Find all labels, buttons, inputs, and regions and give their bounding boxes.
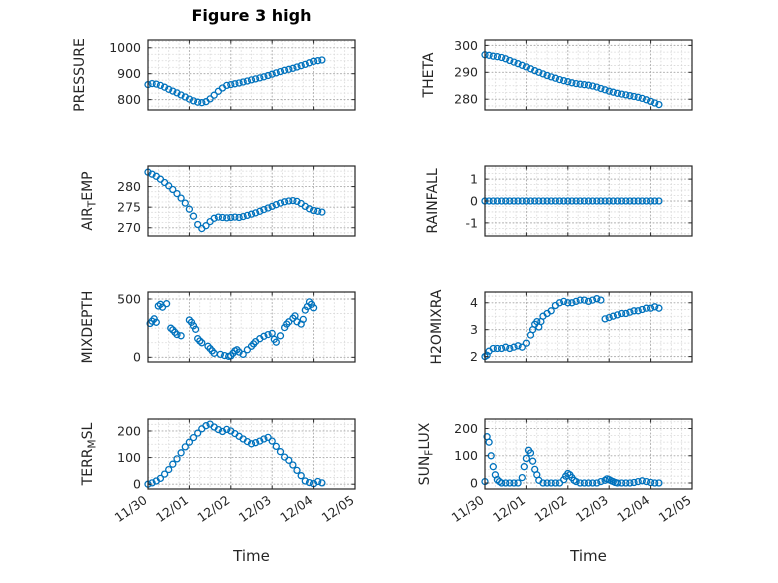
y-tick-label: 4	[470, 295, 478, 310]
y-tick-label: 100	[117, 450, 141, 465]
subplot-rainfall: -1 0 1 RAINFALL	[425, 165, 693, 237]
x-tick-label: 12/02	[194, 492, 232, 525]
y-tick-label: 280	[454, 92, 478, 107]
data-markers	[144, 168, 326, 233]
subplot-sun_flux: 0 100 200 11/30 12/01 12/02 12/03 12/04 12/05 Tim…	[417, 418, 694, 565]
y-tick-label: 275	[117, 200, 141, 215]
subplot-terr_msl: 0 100 200 11/30 12/01 12/02 12/03 12/04 12/05 Tim…	[80, 418, 357, 565]
y-tick-label: 3	[470, 322, 478, 337]
x-axis-label: Time	[232, 547, 270, 565]
axes-box	[147, 39, 356, 111]
tick-marks	[484, 40, 693, 110]
x-axis-label: Time	[569, 547, 607, 565]
minor-grid	[484, 418, 693, 490]
y-tick-label: 2	[470, 349, 478, 364]
y-tick-label: 100	[454, 448, 478, 463]
y-tick-label: 500	[117, 291, 141, 306]
tick-marks	[147, 292, 356, 362]
x-tick-label: 12/04	[614, 492, 652, 525]
y-tick-label: 0	[470, 193, 478, 208]
x-tick-label: 11/30	[449, 492, 487, 525]
axes-box	[147, 291, 356, 363]
axes-box	[147, 418, 356, 490]
y-axis-label: MIXDEPTH	[80, 291, 96, 364]
data-markers	[481, 295, 663, 361]
data-markers	[481, 197, 663, 205]
axes-box	[484, 418, 693, 490]
x-tick-label: 12/03	[573, 492, 611, 525]
data-markers	[144, 56, 326, 107]
data-markers	[481, 433, 663, 487]
tick-marks	[147, 419, 356, 489]
axes-box	[147, 165, 356, 237]
tick-marks	[484, 292, 693, 362]
y-tick-label: -1	[466, 215, 478, 230]
y-tick-label: 200	[454, 421, 478, 436]
tick-marks	[147, 166, 356, 236]
y-axis-label: AIRTEMP	[80, 171, 99, 230]
y-axis-label: H2OMIXRA	[429, 289, 445, 364]
x-tick-label: 12/01	[490, 492, 528, 525]
y-tick-label: 280	[117, 179, 141, 194]
x-tick-label: 11/30	[112, 492, 150, 525]
y-tick-label: 0	[470, 475, 478, 490]
subplot-mixdepth: 0 500 MIXDEPTH	[80, 291, 356, 365]
minor-grid	[147, 291, 356, 363]
y-tick-label: 200	[117, 423, 141, 438]
tick-marks	[147, 40, 356, 110]
y-tick-label: 300	[454, 38, 478, 53]
x-tick-label: 12/05	[656, 492, 694, 525]
y-axis-label: SUNFLUX	[417, 422, 436, 485]
x-tick-label: 12/01	[153, 492, 191, 525]
subplot-air_temp: 270 275 280 AIRTEMP	[80, 165, 356, 237]
subplot-theta: 280 290 300 THETA	[421, 38, 693, 111]
data-markers	[481, 51, 663, 109]
y-axis-label: RAINFALL	[425, 168, 441, 233]
y-tick-label: 1000	[109, 40, 141, 55]
y-axis-label: THETA	[421, 52, 437, 98]
y-axis-label: TERRMSL	[80, 422, 99, 486]
axes-box	[484, 39, 693, 111]
figure-title: Figure 3 high	[191, 6, 312, 25]
y-tick-label: 1	[470, 172, 478, 187]
x-tick-label: 12/05	[319, 492, 357, 525]
y-tick-label: 0	[133, 477, 141, 492]
x-tick-label: 12/03	[236, 492, 274, 525]
y-axis-label: PRESSURE	[72, 38, 88, 112]
subplot-h2omixra: 2 3 4 H2OMIXRA	[429, 289, 693, 365]
y-tick-label: 290	[454, 65, 478, 80]
tick-marks	[484, 419, 693, 489]
y-tick-label: 800	[117, 92, 141, 107]
x-tick-label: 12/02	[531, 492, 569, 525]
y-tick-label: 900	[117, 66, 141, 81]
subplot-pressure: 800 900 1000 PRESSURE	[72, 38, 356, 112]
y-tick-label: 0	[133, 350, 141, 365]
data-markers	[146, 298, 318, 361]
tick-marks	[484, 166, 693, 236]
y-tick-label: 270	[117, 220, 141, 235]
axes-box	[484, 291, 693, 363]
x-tick-label: 12/04	[277, 492, 315, 525]
